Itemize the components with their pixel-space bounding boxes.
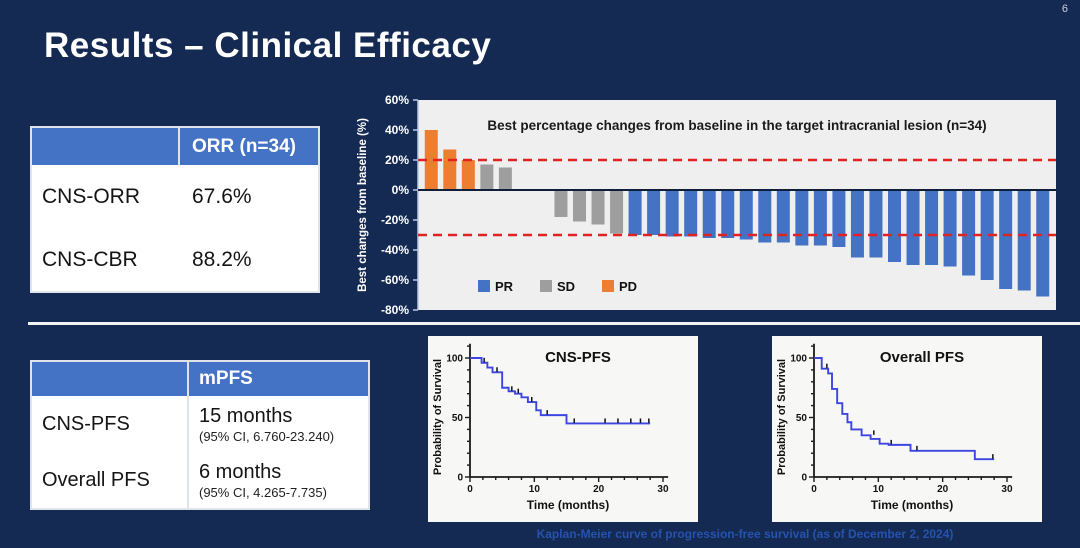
mpfs-row-ci: (95% CI, 4.265-7.735)	[199, 484, 327, 500]
svg-text:0%: 0%	[392, 183, 410, 197]
mpfs-row-label: CNS-PFS	[42, 412, 130, 435]
overall-pfs-km-chart: 0 10 20 30 0 50 100 Overall PFS Time (months) Pro…	[772, 336, 1042, 522]
mpfs-row-ci: (95% CI, 6.760-23.240)	[199, 428, 335, 444]
mpfs-table-header-row: mPFS	[32, 362, 368, 396]
svg-text:60%: 60%	[385, 93, 409, 107]
mpfs-row-label: Overall PFS	[42, 468, 150, 491]
table-row: Overall PFS 6 months (95% CI, 4.265-7.73…	[32, 452, 368, 508]
svg-text:-40%: -40%	[381, 243, 409, 257]
svg-text:20%: 20%	[385, 153, 409, 167]
figure-caption: Kaplan-Meier curve of progression-free s…	[536, 527, 954, 541]
mpfs-header-empty-cell	[32, 362, 187, 396]
svg-text:30: 30	[1001, 484, 1013, 495]
svg-text:PR: PR	[495, 279, 514, 294]
svg-text:Probability of Survival: Probability of Survival	[776, 359, 788, 475]
page-title: Results – Clinical Efficacy	[44, 26, 492, 65]
svg-text:10: 10	[529, 484, 541, 495]
orr-row-label: CNS-ORR	[42, 184, 140, 208]
orr-header-cell: ORR (n=34)	[192, 135, 296, 157]
svg-text:20: 20	[593, 484, 605, 495]
svg-text:Time (months): Time (months)	[527, 498, 609, 512]
svg-text:CNS-PFS: CNS-PFS	[545, 349, 611, 366]
orr-row-label: CNS-CBR	[42, 247, 138, 271]
mpfs-row-value: 15 months	[199, 404, 293, 427]
svg-text:Probability of Survival: Probability of Survival	[432, 359, 444, 475]
svg-text:0: 0	[801, 473, 807, 484]
table-row: CNS-CBR 88.2%	[32, 228, 318, 291]
orr-header-empty-cell	[32, 128, 180, 165]
svg-text:SD: SD	[557, 279, 575, 294]
svg-text:0: 0	[811, 484, 817, 495]
table-row: CNS-PFS 15 months (95% CI, 6.760-23.240)	[32, 396, 368, 452]
svg-text:Best changes from baseline (%): Best changes from baseline (%)	[357, 118, 369, 292]
svg-text:10: 10	[873, 484, 885, 495]
table-row: CNS-ORR 67.6%	[32, 165, 318, 228]
svg-text:100: 100	[790, 354, 807, 365]
svg-text:40%: 40%	[385, 123, 409, 137]
orr-row-value: 88.2%	[192, 247, 252, 271]
svg-text:100: 100	[446, 354, 463, 365]
svg-text:Best percentage changes from b: Best percentage changes from baseline in…	[487, 118, 986, 133]
svg-text:50: 50	[796, 413, 808, 424]
svg-text:PD: PD	[619, 279, 637, 294]
waterfall-chart: 60% 40% 20% 0% -20% -40% -60% -80% Best percenta…	[357, 93, 1056, 317]
section-divider	[28, 322, 1080, 325]
svg-text:Time (months): Time (months)	[871, 498, 953, 512]
cns-pfs-km-chart: 0 10 20 30 0 50 100 CNS-PFS Time (months) Probabi…	[428, 336, 698, 522]
mpfs-row-value-cell: 15 months (95% CI, 6.760-23.240)	[187, 396, 368, 452]
mpfs-row-value: 6 months	[199, 460, 282, 483]
mpfs-header-cell: mPFS	[187, 362, 368, 396]
svg-text:0: 0	[467, 484, 473, 495]
orr-row-value: 67.6%	[192, 184, 252, 208]
orr-table-header-row: ORR (n=34)	[32, 128, 318, 165]
page-number: 6	[1061, 3, 1068, 15]
svg-text:Overall PFS: Overall PFS	[880, 349, 964, 366]
svg-text:50: 50	[452, 413, 464, 424]
svg-text:20: 20	[937, 484, 949, 495]
orr-table: ORR (n=34) CNS-ORR 67.6% CNS-CBR 88.2%	[30, 126, 320, 293]
mpfs-table: mPFS CNS-PFS 15 months (95% CI, 6.760-23…	[30, 360, 370, 510]
svg-text:30: 30	[657, 484, 669, 495]
svg-text:0: 0	[457, 473, 463, 484]
svg-text:-20%: -20%	[381, 213, 409, 227]
mpfs-row-value-cell: 6 months (95% CI, 4.265-7.735)	[187, 452, 368, 508]
svg-text:-80%: -80%	[381, 303, 409, 317]
svg-text:-60%: -60%	[381, 273, 409, 287]
